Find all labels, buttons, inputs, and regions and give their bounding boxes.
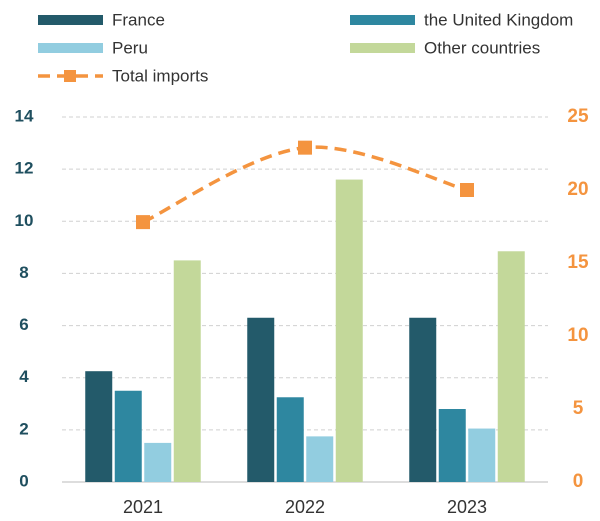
legend-label: Other countries [424, 38, 540, 57]
y2-tick-label: 20 [567, 179, 588, 200]
x-tick-label: 2021 [123, 497, 163, 517]
y2-tick-label: 15 [567, 252, 589, 273]
bar [85, 371, 113, 482]
bar [114, 390, 142, 482]
y-tick-label: 6 [19, 315, 28, 334]
line-marker [298, 140, 312, 155]
bar [438, 409, 466, 482]
y-tick-label: 0 [19, 471, 28, 490]
y-tick-label: 10 [15, 211, 34, 230]
bar [335, 179, 363, 483]
x-tick-label: 2023 [447, 497, 487, 517]
y-tick-label: 12 [15, 159, 34, 178]
bar [409, 317, 437, 482]
legend-swatch [38, 43, 103, 53]
legend-swatch [350, 43, 415, 53]
legend-swatch [38, 15, 103, 25]
bar [173, 260, 201, 482]
legend-swatch [350, 15, 415, 25]
line-marker [460, 183, 474, 197]
y-tick-label: 8 [19, 263, 28, 282]
y2-tick-label: 0 [573, 471, 584, 492]
legend-label: the United Kingdom [424, 10, 573, 29]
y-tick-label: 4 [19, 367, 29, 386]
line-marker [136, 215, 150, 230]
bar [144, 442, 172, 482]
bar [497, 251, 525, 482]
bar [276, 397, 304, 482]
y2-tick-label: 10 [567, 325, 588, 346]
legend-label: Peru [112, 38, 148, 57]
bar [306, 436, 334, 482]
bar [468, 428, 496, 482]
y2-tick-label: 25 [567, 106, 589, 127]
bar [247, 317, 275, 482]
legend-label: France [112, 10, 165, 29]
line [142, 145, 468, 224]
y-tick-label: 2 [19, 419, 28, 438]
x-tick-label: 2022 [285, 497, 325, 517]
y-tick-label: 14 [15, 106, 34, 125]
legend-swatch [64, 70, 76, 82]
legend-label: Total imports [112, 66, 208, 85]
y2-tick-label: 5 [573, 398, 584, 419]
